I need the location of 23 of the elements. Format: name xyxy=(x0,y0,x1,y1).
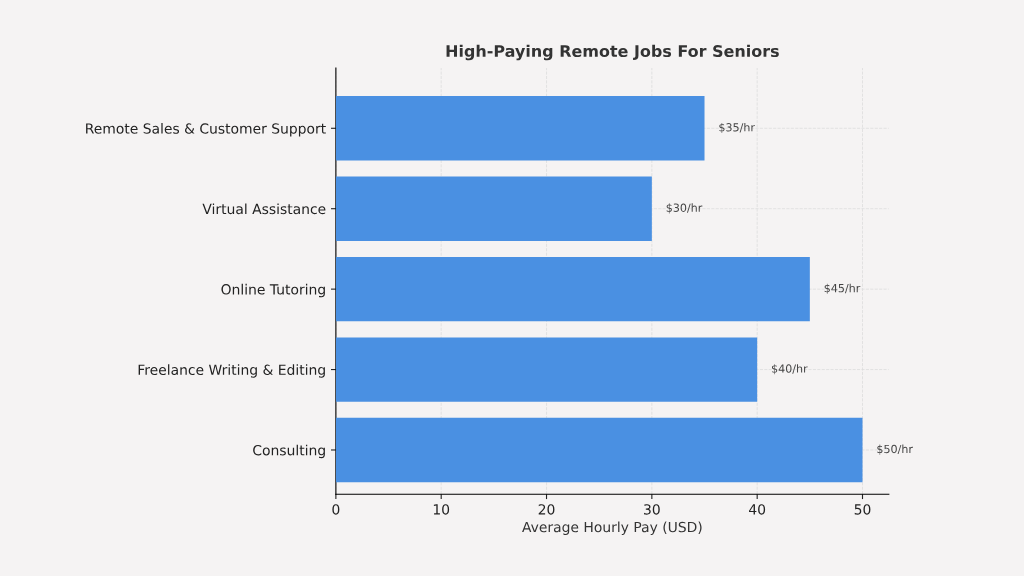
y-tick-label: Online Tutoring xyxy=(221,283,325,298)
bar xyxy=(335,256,810,322)
x-tick-label: 0 xyxy=(332,504,340,515)
y-tick-label: Consulting xyxy=(253,444,325,459)
bar xyxy=(335,417,863,483)
data-label: $50/hr xyxy=(877,444,913,455)
bar xyxy=(335,176,652,241)
bar xyxy=(335,337,758,402)
y-tick-label: Remote Sales & Customer Support xyxy=(86,123,326,137)
data-label: $45/hr xyxy=(824,283,861,294)
x-tick-label: 40 xyxy=(749,504,766,515)
x-axis-title: Average Hourly Pay (USD) xyxy=(522,521,702,535)
data-label: $40/hr xyxy=(771,364,808,375)
x-tick-label: 50 xyxy=(854,504,871,515)
chart-title: High-Paying Remote Jobs For Seniors xyxy=(446,44,779,61)
x-tick-label: 30 xyxy=(644,504,660,515)
y-tick-label: Freelance Writing & Editing xyxy=(138,364,325,378)
data-label: $30/hr xyxy=(666,203,703,214)
bar xyxy=(335,96,705,161)
x-tick-label: 10 xyxy=(433,504,450,515)
x-tick-label: 20 xyxy=(538,504,555,515)
data-label: $35/hr xyxy=(719,122,755,133)
y-tick-label: Virtual Assistance xyxy=(202,203,326,215)
